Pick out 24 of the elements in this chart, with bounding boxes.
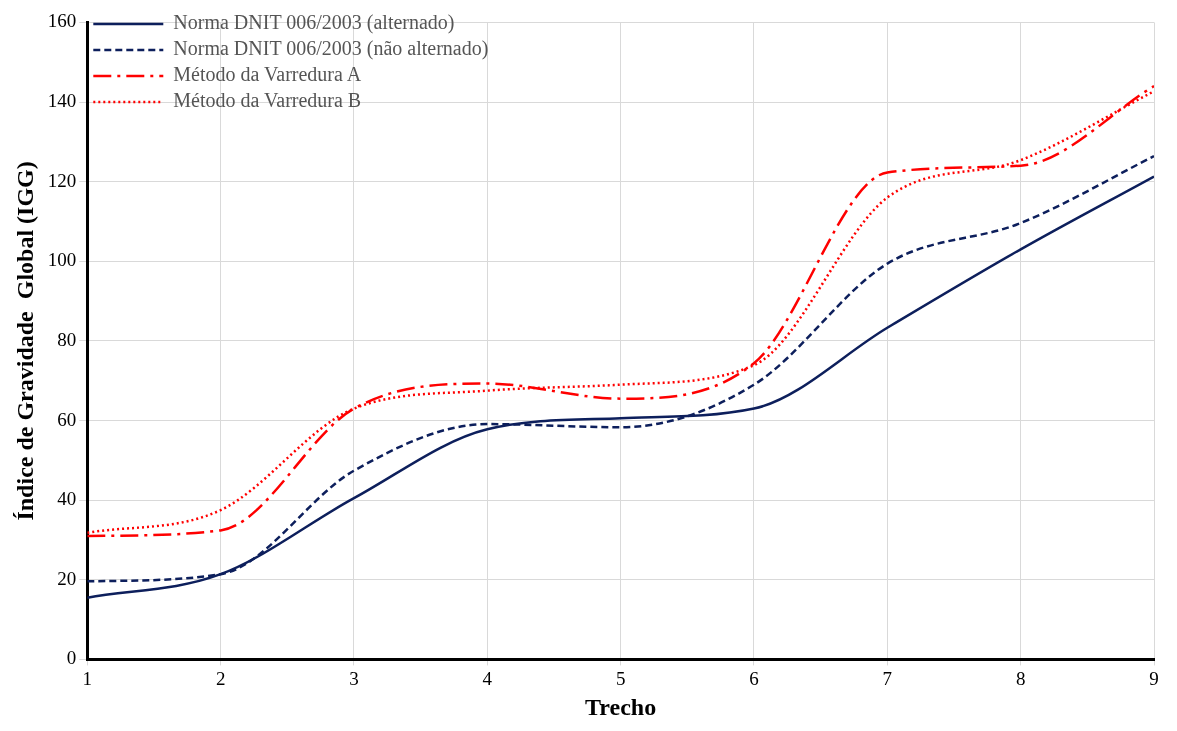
x-tick-label: 7 bbox=[882, 667, 893, 689]
x-tick-label: 2 bbox=[215, 667, 226, 689]
y-tick-label: 40 bbox=[57, 488, 77, 510]
legend-label: Norma DNIT 006/2003 (não alternado) bbox=[173, 37, 489, 61]
y-tick-label: 0 bbox=[66, 647, 77, 669]
x-tick-label: 6 bbox=[749, 667, 759, 689]
x-tick-label: 9 bbox=[1149, 667, 1159, 689]
y-tick-label: 60 bbox=[57, 408, 77, 430]
y-tick-label: 120 bbox=[47, 169, 77, 191]
legend-label: Método da Varredura A bbox=[173, 63, 362, 86]
x-tick-label: 3 bbox=[349, 667, 359, 689]
y-tick-label: 100 bbox=[47, 249, 77, 271]
y-tick-label: 140 bbox=[47, 90, 77, 112]
x-tick-label: 4 bbox=[482, 667, 493, 689]
y-tick-label: 80 bbox=[57, 328, 77, 350]
x-tick-label: 5 bbox=[615, 667, 626, 689]
y-tick-label: 160 bbox=[47, 10, 77, 32]
legend-label: Método da Varredura B bbox=[173, 89, 362, 112]
y-tick-label: 20 bbox=[57, 567, 77, 589]
x-tick-label: 1 bbox=[82, 667, 93, 689]
y-axis-title: Índice de Gravidade Global (IGG) bbox=[11, 161, 38, 521]
x-axis-title: Trecho bbox=[585, 693, 657, 720]
x-tick-label: 8 bbox=[1015, 667, 1026, 689]
legend-label: Norma DNIT 006/2003 (alternado) bbox=[173, 11, 455, 35]
